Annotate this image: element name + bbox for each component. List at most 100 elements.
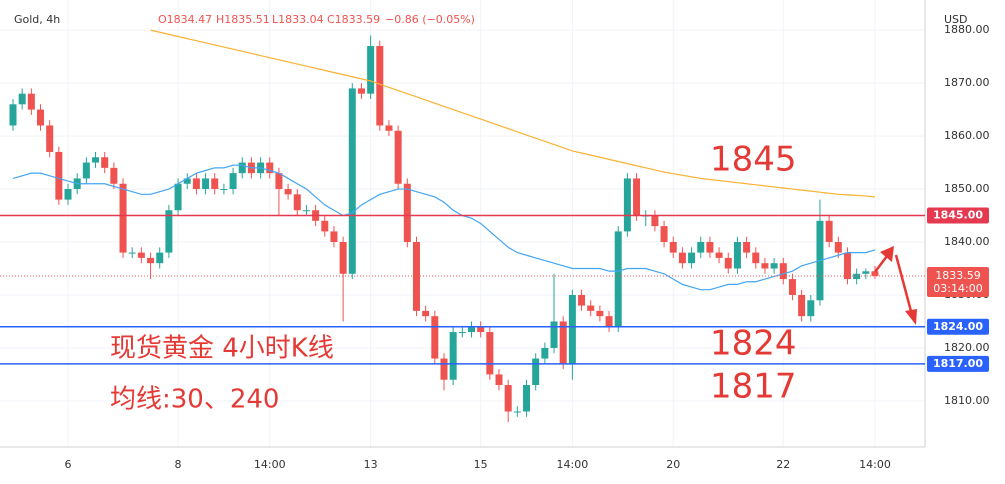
y-tick-label: 1840.00 [944,235,990,248]
x-tick-label: 14:00 [557,458,589,471]
annotation: 1845 [710,140,797,180]
candle-body [119,183,127,253]
x-tick-label: 6 [65,458,72,471]
ohlc-low: L1833.04 [272,13,324,26]
candle-body [605,316,613,327]
candle-body [449,332,457,380]
candle-body [843,252,851,280]
candle-body [302,210,310,212]
candle-body [101,157,109,168]
candle-body [862,271,870,274]
ohlc-open: O1834.47 [158,13,212,26]
candle-body [513,411,521,413]
candle-body [367,46,375,94]
x-tick-label: 20 [666,458,680,471]
candle-body [422,310,430,317]
candle-body [853,273,861,280]
moving-average-line [12,164,876,291]
candle-body [458,332,466,334]
level-price-label: 1845.00 [933,209,983,222]
candle-body [403,183,411,243]
candle-body [321,220,329,232]
candle-body [238,162,246,174]
candle-body [660,226,668,243]
candle-body [64,189,72,200]
candle-body [202,178,210,190]
candle-body [724,257,732,269]
candle-body [165,210,173,253]
level-price-box [927,318,989,335]
symbol-title: Gold, 4h [14,13,60,26]
candle-body [825,220,833,243]
candle-body [156,252,164,264]
level-price-box [927,207,989,224]
candle-body [733,242,741,269]
candle-body [688,252,696,264]
candle-body [55,151,63,200]
candle-body [440,358,448,380]
candle-body [266,162,274,174]
candle-body [412,242,420,311]
candle-body [330,231,338,243]
candle-body [18,93,26,105]
candle-body [651,215,659,227]
candle-body [871,271,879,276]
candle-body [137,252,145,258]
y-tick-label: 1850.00 [944,182,990,195]
level-price-label: 1824.00 [933,320,983,333]
annotation: 现货黄金 4小时K线 [110,334,334,364]
candle-body [357,88,365,94]
candle-body [92,157,100,163]
arrows [874,246,917,325]
candle-body [568,294,576,364]
candle-body [504,385,512,412]
candle-body [697,242,705,253]
candle-body [46,125,54,152]
candle-body [596,310,604,317]
candle-body [220,189,228,191]
candle-body [147,257,155,264]
candle-body [587,305,595,311]
plot [9,29,879,423]
x-tick-label: 8 [175,458,182,471]
candle-body [82,162,90,179]
candle-body [275,173,283,190]
candle-body [578,294,586,306]
candle-body [110,167,118,184]
candle-body [385,125,393,131]
candle-body [743,242,751,253]
candle-body [293,194,301,211]
x-tick-label: 15 [474,458,488,471]
x-tick-label: 22 [776,458,790,471]
candle-body [192,178,200,190]
ohlc-high: H1835.51 [216,13,270,26]
candle-body [715,252,723,258]
candle-body [834,242,842,253]
moving-average-line [150,29,876,198]
grid [0,0,925,447]
x-tick-label: 14:00 [859,458,891,471]
candle-body [376,46,384,126]
candle-body [779,263,787,280]
candle-body [348,88,356,274]
x-tick-label: 13 [364,458,378,471]
candle-body [623,178,631,232]
candle-body [183,178,191,184]
candle-body [798,294,806,317]
level-price-label: 1817.00 [933,357,983,370]
candle-body [37,109,45,126]
candle-body [27,93,35,110]
candle-body [633,178,641,216]
candle-body [229,173,237,190]
candle-body [9,104,17,126]
candle-body [706,242,714,253]
level-price-box [927,355,989,372]
y-tick-label: 1820.00 [944,341,990,354]
current-price-label: 1833.59 [935,269,981,282]
candle-body [211,178,219,190]
candle-body [431,316,439,359]
candle-body [523,385,531,412]
current-price-box [927,266,989,297]
candle-body [614,231,622,327]
annotation: 均线:30、240 [110,385,279,415]
